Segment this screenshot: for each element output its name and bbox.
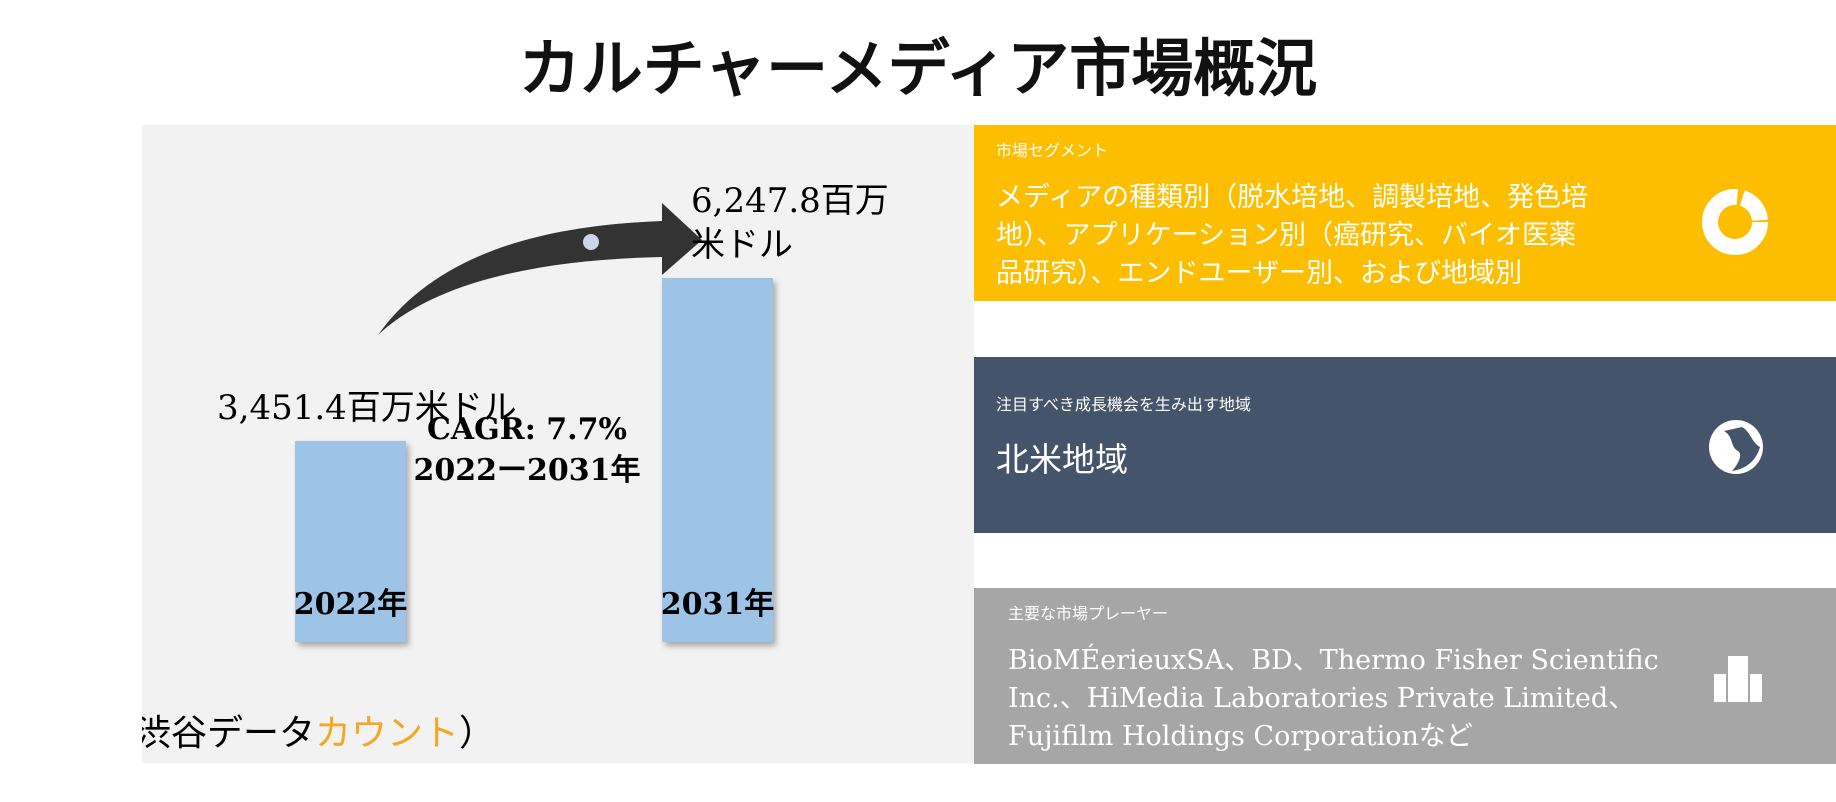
region-panel: 注目すべき成長機会を生み出す地域 北米地域 xyxy=(974,357,1836,533)
chart: CAGR: 7.7% 2022ー2031年 SDKI（渋谷データカウント） 20… xyxy=(4,181,889,754)
panel-heading: 市場セグメント xyxy=(996,141,1109,160)
value-label: 3,451.4百万米ドル xyxy=(217,388,517,428)
panel-line: 品研究）、エンドユーザー別、および地域別 xyxy=(996,258,1522,289)
year-label: 2022年 xyxy=(294,587,408,622)
cagr: CAGR: 7.7% xyxy=(427,412,627,447)
chart-panel: CAGR: 7.7% 2022ー2031年 SDKI（渋谷データカウント） 20… xyxy=(4,125,974,763)
period: 2022ー2031年 xyxy=(414,453,641,488)
panel-line: Inc.、HiMedia Laboratories Private Limite… xyxy=(1008,683,1636,714)
panel-line: 北米地域 xyxy=(996,440,1128,479)
title: カルチャーメディア市場概況 xyxy=(518,32,1318,105)
globe-icon xyxy=(1709,420,1763,474)
panel-heading: 主要な市場プレーヤー xyxy=(1008,604,1169,623)
panel-line: Fujifilm Holdings Corporationなど xyxy=(1008,721,1473,752)
panel-heading: 注目すべき成長機会を生み出す地域 xyxy=(996,395,1251,414)
year-label: 2031年 xyxy=(661,587,775,622)
value-label: 6,247.8百万米ドル xyxy=(691,181,889,265)
panel-body: メディアの種類別（脱水培地、調製培地、発色培 地）、アプリケーション別（癌研究、バ… xyxy=(996,179,1588,293)
bar xyxy=(662,278,773,642)
panel-line: BioMÉerieuxSA、BD、Thermo Fisher Scientifi… xyxy=(1008,645,1659,676)
building-icon xyxy=(1714,656,1762,702)
panel-line: メディアの種類別（脱水培地、調製培地、発色培 xyxy=(996,182,1589,213)
segment-panel: 市場セグメント メディアの種類別（脱水培地、調製培地、発色培 地）、アプリケーショ… xyxy=(974,125,1836,301)
panel-body: BioMÉerieuxSA、BD、Thermo Fisher Scientifi… xyxy=(1008,642,1659,756)
source: SDKI（渋谷データカウント） xyxy=(142,713,495,754)
growth-arrow xyxy=(378,203,702,335)
bar xyxy=(295,440,406,642)
arrow-dot xyxy=(583,234,599,250)
panel-line: 地）、アプリケーション別（癌研究、バイオ医薬 xyxy=(996,220,1576,251)
donut-icon xyxy=(1702,189,1768,255)
panel-body: 北米地域 xyxy=(996,433,1128,481)
players-panel: 主要な市場プレーヤー BioMÉerieuxSA、BD、Thermo Fishe… xyxy=(974,588,1836,764)
